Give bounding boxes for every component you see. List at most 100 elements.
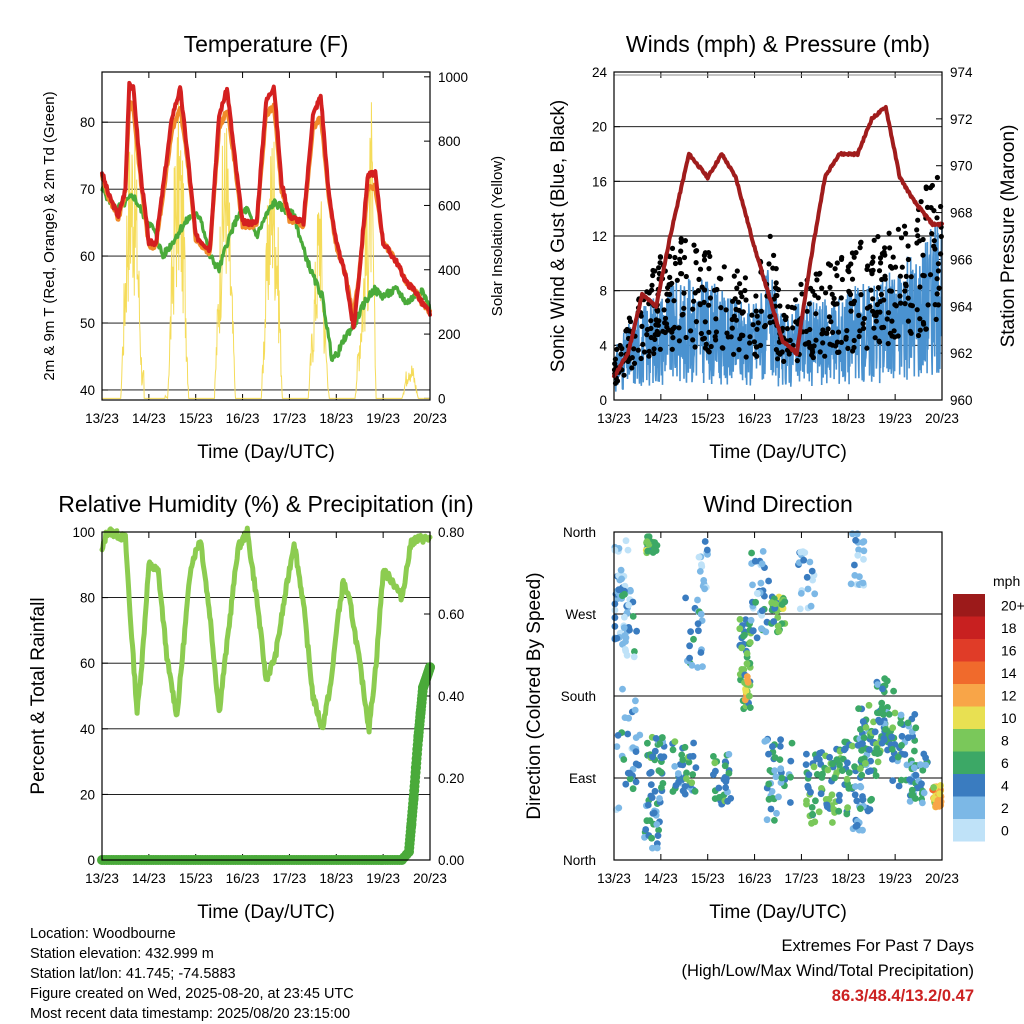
winds-ytick-right-label: 970 bbox=[950, 159, 973, 174]
gust-point bbox=[845, 267, 851, 274]
gust-point bbox=[809, 347, 815, 353]
gust-point bbox=[933, 316, 939, 322]
gust-point bbox=[749, 312, 755, 318]
gust-point bbox=[672, 260, 679, 267]
gust-point bbox=[897, 293, 903, 299]
gust-point bbox=[889, 318, 895, 324]
gust-point bbox=[905, 318, 912, 324]
gust-point bbox=[914, 307, 920, 313]
wind-direction-point bbox=[697, 610, 705, 618]
gust-point bbox=[938, 233, 944, 240]
winds-xtick-label: 19/23 bbox=[878, 411, 912, 426]
temperature-title: Temperature (F) bbox=[184, 31, 349, 57]
wind-direction-point bbox=[651, 787, 659, 795]
gust-point bbox=[729, 316, 735, 323]
gust-point bbox=[870, 296, 876, 302]
wind-direction-point bbox=[682, 594, 689, 602]
gust-point bbox=[631, 346, 637, 352]
figure-created: Figure created on Wed, 2025-08-20, at 23… bbox=[30, 986, 354, 1002]
wind-direction-point bbox=[621, 646, 629, 653]
gust-point bbox=[706, 329, 712, 335]
wind-direction-ylabel: Direction (Colored By Speed) bbox=[524, 572, 545, 819]
gust-point bbox=[845, 264, 852, 270]
gust-point bbox=[696, 276, 702, 282]
wind-direction-point bbox=[738, 666, 746, 673]
wind-direction-point bbox=[692, 764, 700, 771]
wind-direction-point bbox=[778, 774, 786, 782]
wind-direction-point bbox=[741, 631, 748, 639]
gust-point bbox=[905, 243, 911, 249]
wind-direction-point bbox=[836, 791, 843, 799]
wind-direction-point bbox=[685, 758, 693, 766]
gust-point bbox=[816, 271, 822, 277]
gust-point bbox=[767, 320, 773, 326]
gust-point bbox=[915, 332, 922, 339]
wind-direction-point bbox=[614, 732, 622, 739]
gust-point bbox=[707, 295, 714, 301]
wind-direction-point bbox=[611, 546, 619, 554]
gust-point bbox=[701, 299, 707, 305]
gust-point bbox=[877, 255, 884, 261]
gust-point bbox=[924, 204, 931, 210]
gust-point bbox=[683, 334, 689, 341]
gust-point bbox=[681, 290, 687, 296]
winds-plot-border bbox=[613, 71, 943, 401]
wind-direction-point bbox=[897, 719, 904, 727]
wind-direction-xtick-label: 19/23 bbox=[878, 871, 912, 886]
gust-point bbox=[875, 234, 881, 240]
wind-direction-point bbox=[617, 566, 625, 574]
wind-direction-point bbox=[775, 793, 782, 801]
gust-point bbox=[693, 260, 699, 266]
gust-point bbox=[618, 351, 624, 357]
gust-point bbox=[858, 292, 864, 298]
gust-point bbox=[865, 263, 871, 269]
gust-point bbox=[935, 261, 942, 267]
gust-point bbox=[914, 240, 920, 246]
wind-direction-point bbox=[776, 742, 784, 750]
wind-direction-point bbox=[796, 605, 804, 613]
gust-point bbox=[895, 226, 902, 232]
wind-direction-point bbox=[630, 653, 638, 661]
wind-direction-point bbox=[857, 805, 864, 812]
wind-direction-point bbox=[808, 804, 816, 811]
gust-point bbox=[844, 328, 850, 334]
wind-direction-point bbox=[903, 761, 911, 769]
humidity-ytick-label: 0 bbox=[87, 853, 95, 868]
wind-direction-point bbox=[803, 573, 811, 581]
gust-point bbox=[811, 343, 817, 349]
wind-direction-point bbox=[647, 781, 655, 788]
speed-legend-label: 18 bbox=[1001, 620, 1017, 636]
wind-direction-ytick-label: North bbox=[563, 853, 596, 868]
station-elevation: Station elevation: 432.999 m bbox=[30, 946, 214, 962]
gust-point bbox=[872, 335, 878, 341]
gust-point bbox=[861, 315, 868, 322]
gust-point bbox=[724, 330, 730, 336]
gust-point bbox=[702, 287, 708, 293]
wind-direction-points bbox=[611, 530, 945, 852]
gust-point bbox=[826, 314, 833, 320]
gust-point bbox=[829, 291, 835, 297]
wind-direction-point bbox=[831, 774, 838, 782]
gust-point bbox=[891, 328, 897, 334]
wind-direction-point bbox=[642, 826, 650, 833]
gust-point bbox=[621, 372, 627, 378]
gust-point bbox=[672, 254, 678, 261]
temperature-xtick-label: 16/23 bbox=[226, 411, 260, 426]
gust-point bbox=[734, 285, 740, 291]
wind-direction-point bbox=[873, 745, 881, 753]
wind-direction-point bbox=[859, 718, 867, 725]
wind-direction-point bbox=[769, 743, 776, 750]
wind-direction-point bbox=[711, 795, 719, 802]
humidity-ytick-label: 40 bbox=[80, 722, 95, 737]
gust-point bbox=[903, 273, 909, 279]
solar-insolation-series bbox=[102, 102, 430, 400]
wind-direction-point bbox=[659, 734, 666, 741]
gust-point bbox=[932, 302, 938, 308]
wind-direction-point bbox=[849, 742, 856, 750]
wind-direction-point bbox=[758, 560, 766, 568]
winds-panel: Winds (mph) & Pressure (mb) Time (Day/UTC… bbox=[548, 31, 1019, 463]
wind-direction-point bbox=[669, 788, 677, 795]
wind-direction-point bbox=[746, 704, 754, 711]
gust-point bbox=[648, 318, 654, 324]
gust-point bbox=[920, 236, 926, 243]
